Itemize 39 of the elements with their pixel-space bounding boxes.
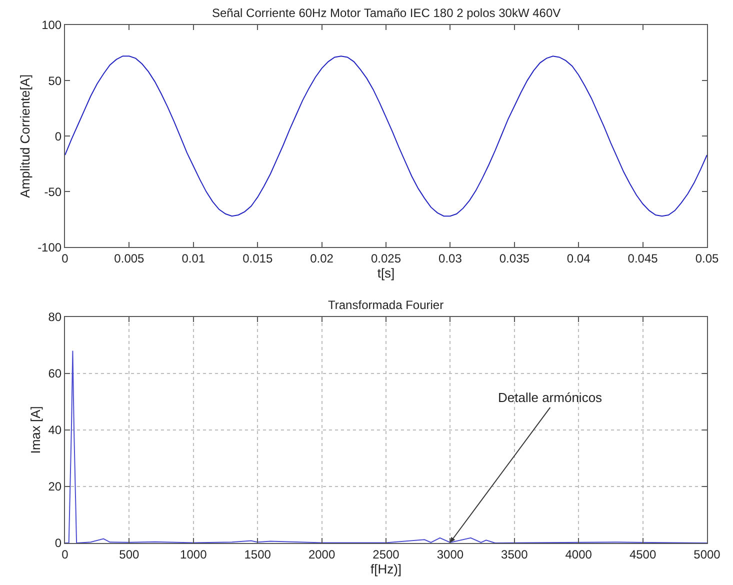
x-tick-label: 1000: [180, 547, 208, 562]
x-tick-label: 2000: [308, 547, 336, 562]
x-tick-label: 0.015: [242, 252, 273, 266]
y-tick-label: -50: [44, 184, 62, 199]
y-tick-label: 100: [42, 18, 62, 32]
x-tick-label: 5000: [694, 547, 721, 562]
x-axis-title: t[s]: [377, 266, 395, 281]
x-tick-label: 500: [119, 547, 140, 562]
y-tick-label: 50: [48, 74, 62, 88]
x-tick-label: 2500: [372, 547, 400, 562]
x-tick-label: 0.035: [499, 252, 530, 266]
y-tick-label: 0: [54, 536, 62, 550]
x-tick-label: 0.01: [182, 252, 206, 266]
chart-title: Señal Corriente 60Hz Motor Tamaño IEC 180 2 polos 30kW 460V: [212, 6, 561, 20]
line-series: [65, 56, 707, 217]
line-series: [65, 350, 707, 543]
y-tick-label: -100: [38, 240, 62, 254]
x-tick-label: 0.005: [114, 252, 145, 266]
x-tick-label: 3000: [436, 547, 464, 562]
chart-title: Transformada Fourier: [328, 298, 444, 312]
y-axis-title: Imax [A]: [28, 406, 44, 454]
x-axis-title: f[Hz)]: [370, 561, 402, 576]
y-axis-title: Amplitud Corriente[A]: [18, 74, 33, 198]
x-tick-label: 1500: [244, 547, 272, 562]
x-tick-label: 0.02: [310, 252, 334, 266]
annotation: Detalle armónicos: [498, 390, 603, 405]
y-tick-label: 40: [48, 423, 62, 438]
x-tick-label: 0.045: [628, 252, 658, 266]
x-tick-label: 0.025: [370, 252, 402, 266]
y-tick-label: 20: [48, 480, 62, 494]
x-tick-label: 0.03: [438, 252, 462, 266]
x-tick-label: 3500: [501, 547, 528, 562]
y-tick-label: 80: [48, 310, 62, 324]
x-tick-label: 4500: [629, 547, 656, 562]
x-tick-label: 0.05: [695, 252, 719, 266]
y-tick-label: 0: [54, 129, 62, 144]
x-tick-label: 0.04: [566, 252, 591, 266]
y-tick-label: 60: [48, 366, 62, 381]
x-tick-label: 4000: [565, 547, 592, 562]
